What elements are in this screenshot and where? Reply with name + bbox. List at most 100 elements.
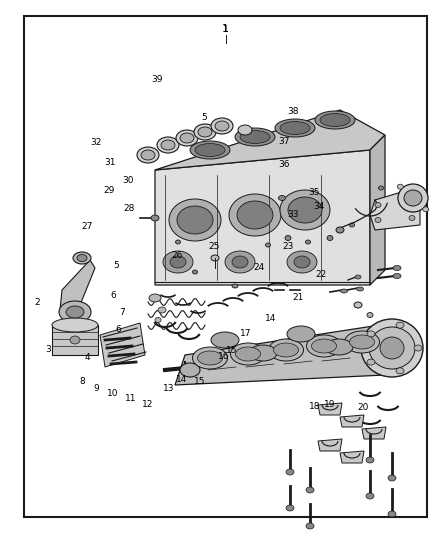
Text: 15: 15 [194, 377, 205, 385]
Ellipse shape [294, 256, 310, 268]
Ellipse shape [237, 201, 273, 229]
Ellipse shape [192, 270, 198, 274]
Text: 6: 6 [110, 292, 116, 300]
Ellipse shape [161, 140, 175, 150]
Ellipse shape [211, 332, 239, 348]
Text: 31: 31 [105, 158, 116, 167]
Ellipse shape [158, 307, 166, 313]
Ellipse shape [345, 331, 379, 353]
Ellipse shape [423, 207, 429, 212]
Text: 3: 3 [45, 345, 51, 353]
Ellipse shape [325, 339, 353, 355]
Text: 23: 23 [283, 242, 294, 251]
Text: 9: 9 [93, 384, 99, 392]
Text: 17: 17 [240, 329, 251, 337]
Polygon shape [155, 110, 385, 170]
Ellipse shape [275, 119, 315, 137]
Text: 12: 12 [142, 400, 154, 408]
Text: 14: 14 [176, 375, 187, 384]
Ellipse shape [240, 131, 270, 143]
Text: 10: 10 [107, 389, 119, 398]
Text: 19: 19 [324, 400, 335, 408]
Text: 33: 33 [287, 210, 298, 219]
Ellipse shape [236, 347, 261, 361]
Ellipse shape [198, 351, 223, 365]
Ellipse shape [361, 319, 423, 377]
Text: 37: 37 [278, 137, 290, 146]
Ellipse shape [397, 184, 403, 189]
Ellipse shape [285, 236, 291, 240]
Ellipse shape [230, 343, 265, 365]
Ellipse shape [393, 273, 401, 279]
Ellipse shape [169, 199, 221, 241]
Text: 11: 11 [125, 394, 136, 403]
Text: 6: 6 [115, 325, 121, 334]
Polygon shape [370, 135, 385, 285]
Text: 21: 21 [292, 293, 304, 302]
Text: 35: 35 [309, 189, 320, 197]
Ellipse shape [388, 475, 396, 481]
Polygon shape [100, 323, 145, 367]
Ellipse shape [149, 294, 161, 302]
Polygon shape [318, 439, 342, 451]
Ellipse shape [340, 289, 347, 293]
Ellipse shape [198, 127, 212, 137]
Text: 29: 29 [103, 187, 114, 195]
Ellipse shape [192, 347, 227, 369]
Ellipse shape [307, 335, 342, 357]
Text: 1: 1 [223, 25, 229, 34]
Text: 2: 2 [35, 298, 40, 307]
Ellipse shape [354, 302, 362, 308]
Polygon shape [340, 451, 364, 463]
Ellipse shape [306, 487, 314, 493]
Ellipse shape [225, 251, 255, 273]
Ellipse shape [265, 243, 271, 247]
Text: 25: 25 [208, 242, 219, 251]
Text: 16: 16 [218, 352, 229, 360]
Text: 36: 36 [278, 160, 290, 168]
Ellipse shape [141, 150, 155, 160]
Polygon shape [318, 403, 342, 415]
Ellipse shape [176, 130, 198, 146]
Polygon shape [175, 325, 390, 385]
Ellipse shape [367, 331, 375, 337]
Text: 5: 5 [113, 261, 119, 270]
Ellipse shape [77, 254, 87, 262]
Ellipse shape [66, 306, 84, 318]
Ellipse shape [268, 339, 304, 361]
Ellipse shape [163, 251, 193, 273]
Ellipse shape [366, 457, 374, 463]
Ellipse shape [315, 111, 355, 129]
Text: 13: 13 [163, 384, 174, 392]
Ellipse shape [287, 251, 317, 273]
Ellipse shape [393, 265, 401, 271]
Polygon shape [52, 325, 98, 355]
Ellipse shape [350, 223, 354, 227]
Polygon shape [60, 260, 95, 320]
Ellipse shape [287, 326, 315, 342]
Ellipse shape [336, 227, 344, 233]
Polygon shape [155, 150, 370, 285]
Text: 20: 20 [358, 403, 369, 412]
Text: 22: 22 [315, 270, 326, 279]
Ellipse shape [211, 118, 233, 134]
Ellipse shape [238, 125, 252, 135]
Ellipse shape [357, 287, 364, 291]
Ellipse shape [396, 322, 404, 328]
Ellipse shape [280, 190, 330, 230]
Ellipse shape [176, 240, 180, 244]
Ellipse shape [215, 121, 229, 131]
Ellipse shape [190, 141, 230, 159]
Text: 34: 34 [313, 203, 325, 211]
Ellipse shape [398, 184, 428, 212]
Ellipse shape [355, 275, 361, 279]
Ellipse shape [279, 196, 286, 200]
Ellipse shape [151, 215, 159, 221]
Text: 15: 15 [226, 346, 238, 355]
Ellipse shape [305, 240, 311, 244]
Ellipse shape [288, 197, 322, 223]
Ellipse shape [378, 186, 384, 190]
Ellipse shape [366, 493, 374, 499]
Text: 30: 30 [122, 176, 134, 184]
Ellipse shape [350, 335, 374, 349]
